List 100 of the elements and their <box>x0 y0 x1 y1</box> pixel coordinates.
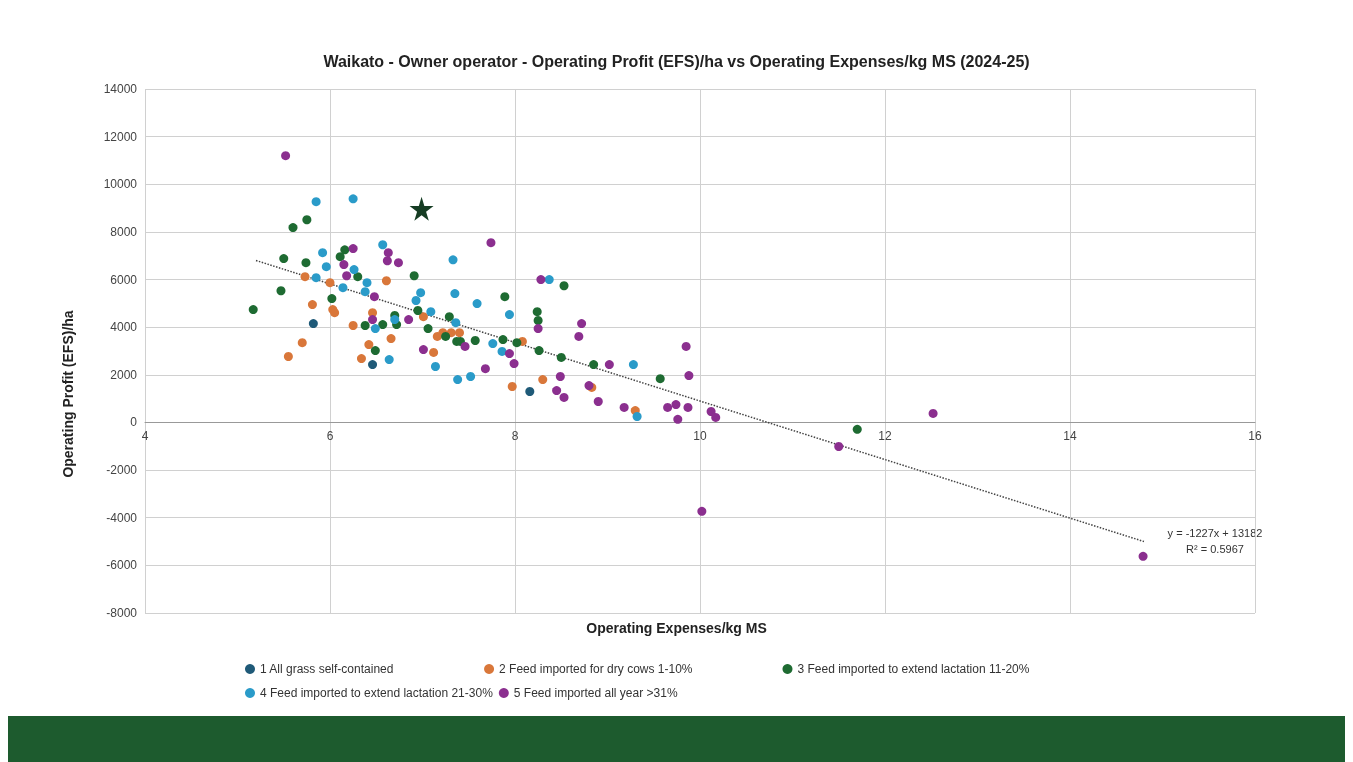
point <box>301 258 311 268</box>
point <box>378 240 388 250</box>
point <box>453 375 463 385</box>
x-tick-label: 12 <box>878 429 892 444</box>
point <box>311 197 321 207</box>
point <box>411 296 421 305</box>
point <box>507 381 517 391</box>
point <box>533 324 543 334</box>
point <box>383 248 393 258</box>
point <box>500 292 510 302</box>
point <box>364 340 374 350</box>
point <box>276 286 286 296</box>
point <box>360 287 370 297</box>
point <box>283 351 293 361</box>
point <box>342 271 352 281</box>
point <box>308 319 318 329</box>
point <box>697 506 707 516</box>
point <box>353 272 363 282</box>
y-tick-label: 8000 <box>110 224 138 239</box>
point <box>321 262 331 272</box>
point <box>673 414 683 424</box>
point <box>430 361 440 371</box>
point <box>706 407 716 416</box>
point <box>429 347 439 357</box>
point <box>393 258 403 268</box>
point <box>544 275 554 285</box>
y-tick-label: 6000 <box>110 272 138 287</box>
point <box>288 223 298 233</box>
x-tick-label: 14 <box>1063 429 1077 444</box>
point <box>413 306 423 316</box>
point <box>604 360 614 370</box>
point <box>834 442 844 452</box>
point <box>538 375 548 385</box>
point <box>632 412 642 421</box>
point <box>684 371 694 381</box>
point <box>302 215 312 225</box>
point <box>370 324 380 334</box>
point <box>409 196 434 221</box>
point <box>552 386 562 396</box>
y-tick-label: 12000 <box>103 129 138 144</box>
point <box>339 260 349 270</box>
point <box>451 318 461 328</box>
point <box>416 288 426 298</box>
y-tick-label: 10000 <box>103 177 138 192</box>
point <box>362 278 372 288</box>
point <box>466 371 476 381</box>
point <box>349 265 359 275</box>
point <box>577 319 587 329</box>
point <box>384 355 394 365</box>
legend-label: 3 Feed imported to extend lactation 11-20% <box>797 662 1030 676</box>
point <box>360 321 370 331</box>
point <box>386 334 396 344</box>
point <box>368 308 378 318</box>
point <box>486 238 496 248</box>
point <box>525 386 535 396</box>
point <box>470 336 480 346</box>
point <box>711 412 721 422</box>
y-tick-label: 2000 <box>110 367 138 382</box>
point <box>368 315 378 325</box>
point <box>504 310 514 320</box>
point <box>348 194 358 204</box>
annotation: R² = 0.5967 <box>1186 543 1244 555</box>
point <box>498 335 508 345</box>
point <box>335 252 345 262</box>
point <box>382 256 392 266</box>
point <box>327 294 337 304</box>
point <box>279 254 289 264</box>
point <box>534 346 544 356</box>
point <box>450 289 460 299</box>
x-tick-label: 10 <box>693 429 707 444</box>
point <box>381 276 391 286</box>
y-tick-label: -8000 <box>106 606 138 620</box>
point <box>297 338 307 348</box>
point <box>418 345 428 355</box>
point <box>325 278 335 288</box>
point <box>418 312 428 322</box>
point <box>348 321 358 331</box>
legend-label: 2 Feed imported for dry cows 1-10% <box>499 662 693 676</box>
point <box>593 397 603 406</box>
legend-label: 5 Feed imported all year >31% <box>513 686 678 700</box>
chart-title: Waikato - Owner operator - Operating Profit (EFS)/ha vs Operating Expenses/kg MS (2024-25) <box>323 52 1030 70</box>
point <box>369 292 379 302</box>
y-tick-label: -6000 <box>106 558 138 573</box>
point <box>348 244 358 254</box>
point <box>532 307 542 317</box>
point <box>370 346 380 356</box>
point <box>448 255 458 265</box>
point <box>378 320 388 330</box>
point <box>533 316 543 326</box>
legend-label: 4 Feed imported to extend lactation 21-30% <box>260 686 494 700</box>
point <box>509 359 519 369</box>
point <box>589 360 599 370</box>
point <box>281 151 291 161</box>
point <box>472 299 482 309</box>
point <box>619 402 629 412</box>
point <box>455 328 464 338</box>
point <box>488 339 498 349</box>
point <box>852 424 862 434</box>
y-tick-label: -4000 <box>106 510 138 525</box>
x-tick-label: 8 <box>511 429 519 444</box>
